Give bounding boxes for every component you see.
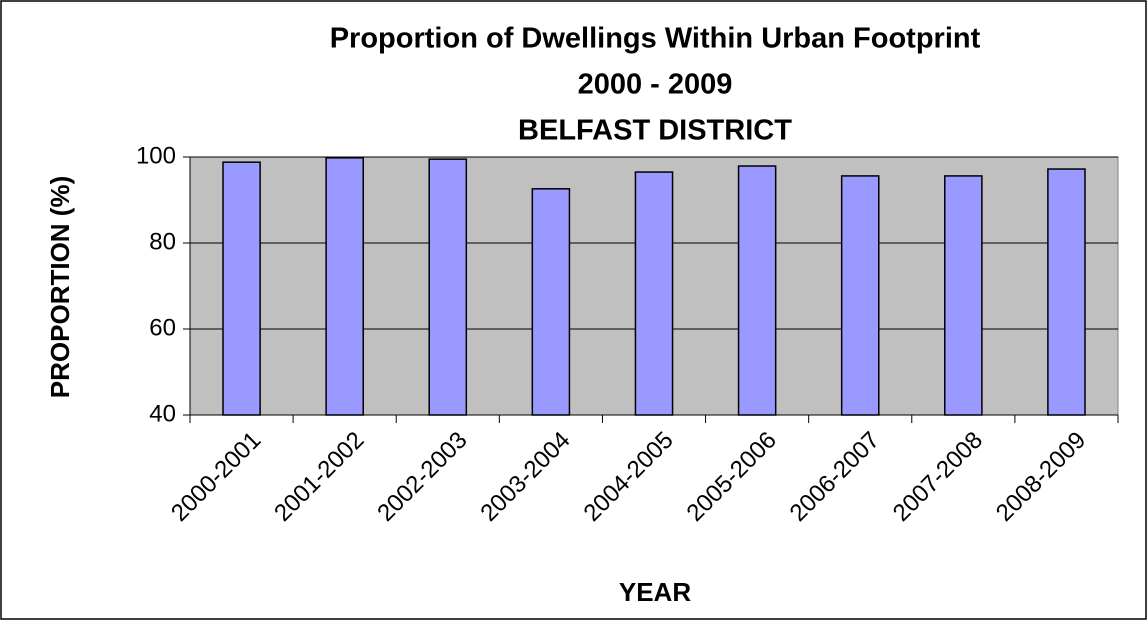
bar	[634, 171, 674, 416]
y-axis-label: PROPORTION (%)	[45, 176, 75, 398]
y-tick-label: 80	[149, 228, 176, 255]
bar	[222, 161, 261, 416]
y-tick-label: 60	[149, 314, 176, 341]
chart-title: 2000 - 2009	[578, 69, 733, 101]
bar	[325, 157, 364, 416]
y-tick-label: 100	[136, 142, 176, 169]
bar	[1047, 168, 1086, 416]
bar	[944, 175, 983, 416]
bar	[840, 175, 880, 416]
bar	[428, 158, 468, 416]
x-axis-label: YEAR	[619, 577, 691, 607]
y-tick-label: 40	[149, 400, 176, 427]
bar	[531, 188, 571, 416]
chart-title: BELFAST DISTRICT	[518, 115, 792, 147]
bar	[737, 165, 777, 416]
chart-title: Proportion of Dwellings Within Urban Foo…	[330, 23, 981, 55]
